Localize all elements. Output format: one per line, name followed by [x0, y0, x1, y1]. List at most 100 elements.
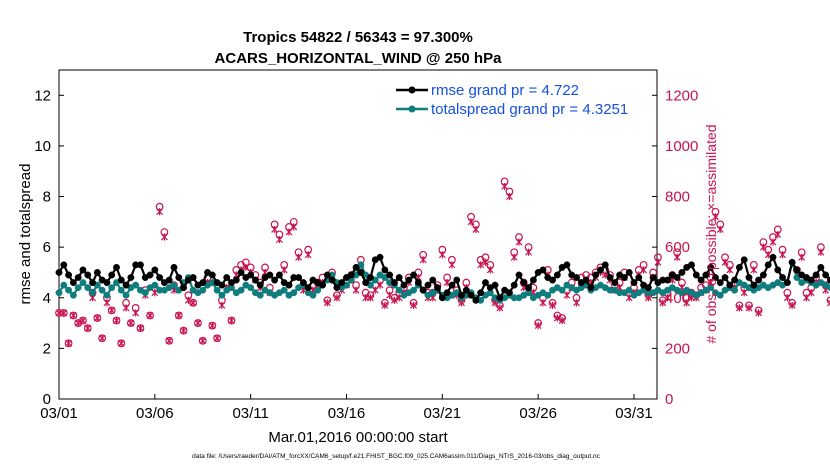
- rmse-point: [434, 284, 441, 292]
- rmse-point: [414, 279, 422, 287]
- rmse-point: [338, 279, 346, 287]
- totalspread-point: [256, 291, 264, 299]
- rmse-point: [65, 271, 73, 279]
- totalspread-point: [98, 286, 106, 294]
- legend-rmse-label: rmse grand pr = 4.722: [431, 82, 579, 99]
- rmse-point: [515, 271, 523, 279]
- rmse-point: [362, 279, 370, 287]
- y-tick-label: 8: [43, 189, 51, 206]
- rmse-point: [122, 281, 130, 289]
- rmse-point: [170, 263, 178, 271]
- rmse-point: [275, 271, 283, 279]
- totalspread-point: [218, 291, 226, 299]
- assimilated-obs-point: [448, 261, 456, 269]
- totalspread-point: [199, 286, 207, 294]
- x-tick-label: 03/11: [232, 405, 268, 422]
- assimilated-obs-point: [467, 218, 475, 226]
- x-axis-label: Mar.01,2016 00:00:00 start: [268, 429, 448, 446]
- rmse-point: [208, 271, 216, 279]
- rmse-point: [553, 271, 561, 279]
- assimilated-obs-point: [367, 294, 374, 302]
- y2-tick-label: 600: [665, 239, 690, 256]
- assimilated-obs-point: [381, 301, 389, 309]
- line-series: [55, 253, 830, 304]
- legend-spread-label: totalspread grand pr = 4.3251: [431, 101, 628, 118]
- assimilated-obs-point: [827, 299, 830, 307]
- rmse-point: [256, 281, 264, 289]
- assimilated-obs-point: [175, 311, 183, 320]
- rmse-point: [539, 266, 547, 274]
- rmse-point: [678, 269, 686, 276]
- totalspread-point: [151, 281, 159, 289]
- legend: rmse grand pr = 4.722 totalspread grand …: [396, 82, 628, 118]
- rmse-point: [827, 276, 830, 284]
- assimilated-obs-point: [783, 294, 791, 302]
- y-tick-label: 12: [34, 87, 51, 104]
- assimilated-obs-point: [774, 230, 782, 239]
- assimilated-obs-point: [539, 299, 547, 307]
- totalspread-point: [410, 286, 418, 294]
- assimilated-obs-point: [712, 213, 719, 221]
- assimilated-obs-point: [735, 304, 743, 312]
- assimilated-obs-point: [510, 253, 518, 261]
- totalspread-point: [74, 284, 82, 292]
- totalspread-point: [213, 286, 221, 294]
- totalspread-point: [558, 286, 566, 294]
- totalspread-point: [625, 286, 633, 294]
- assimilated-obs-point: [721, 258, 729, 266]
- rmse-point: [395, 274, 403, 281]
- y2-tick-label: 0: [665, 391, 673, 408]
- rmse-point: [779, 274, 786, 281]
- assimilated-obs-point: [113, 316, 120, 325]
- totalspread-point: [108, 284, 116, 292]
- assimilated-obs-point: [323, 299, 331, 307]
- rmse-point: [180, 284, 188, 292]
- assimilated-obs-point: [807, 289, 815, 297]
- plot-area: [58, 69, 658, 400]
- rmse-point: [438, 294, 446, 302]
- rmse-point: [443, 289, 451, 297]
- assimilated-obs-point: [122, 304, 130, 312]
- rmse-point: [333, 284, 341, 292]
- assimilated-obs-point: [108, 306, 116, 315]
- rmse-point: [774, 266, 782, 274]
- rmse-point: [812, 271, 820, 279]
- rmse-point: [764, 261, 772, 269]
- assimilated-obs-point: [769, 238, 777, 246]
- rmse-point: [755, 276, 763, 284]
- assimilated-obs-point: [654, 258, 662, 266]
- rmse-point: [712, 274, 719, 281]
- rmse-point: [232, 276, 240, 284]
- rmse-point: [472, 296, 480, 304]
- assimilated-obs-point: [745, 304, 753, 312]
- rmse-point: [376, 253, 384, 261]
- x-tick-label: 03/16: [328, 405, 366, 422]
- assimilated-obs-point: [218, 301, 226, 309]
- rmse-point: [649, 274, 657, 281]
- totalspread-point: [731, 286, 739, 294]
- rmse-point: [788, 258, 796, 266]
- totalspread-point: [827, 284, 830, 292]
- assimilated-obs-point: [165, 337, 173, 345]
- totalspread-point: [247, 284, 255, 292]
- rmse-point: [328, 276, 336, 284]
- rmse-point: [247, 271, 255, 279]
- rmse-point: [93, 269, 101, 276]
- rmse-point: [137, 261, 144, 269]
- assimilated-obs-point: [117, 339, 125, 347]
- rmse-point: [218, 281, 226, 289]
- assimilated-obs-point: [549, 301, 556, 309]
- totalspread-point: [60, 281, 68, 289]
- y-tick-label: 10: [34, 138, 51, 155]
- rmse-point: [381, 266, 389, 274]
- y-tick-label: 2: [43, 340, 51, 357]
- assimilated-obs-point: [333, 294, 341, 302]
- rmse-point: [793, 266, 801, 274]
- rmse-point: [491, 281, 499, 289]
- y-tick-label: 6: [43, 239, 51, 256]
- assimilated-obs-point: [180, 327, 188, 335]
- totalspread-point: [237, 286, 245, 294]
- rmse-point: [510, 281, 518, 289]
- rmse-point: [84, 271, 92, 279]
- assimilated-obs-point: [482, 258, 489, 266]
